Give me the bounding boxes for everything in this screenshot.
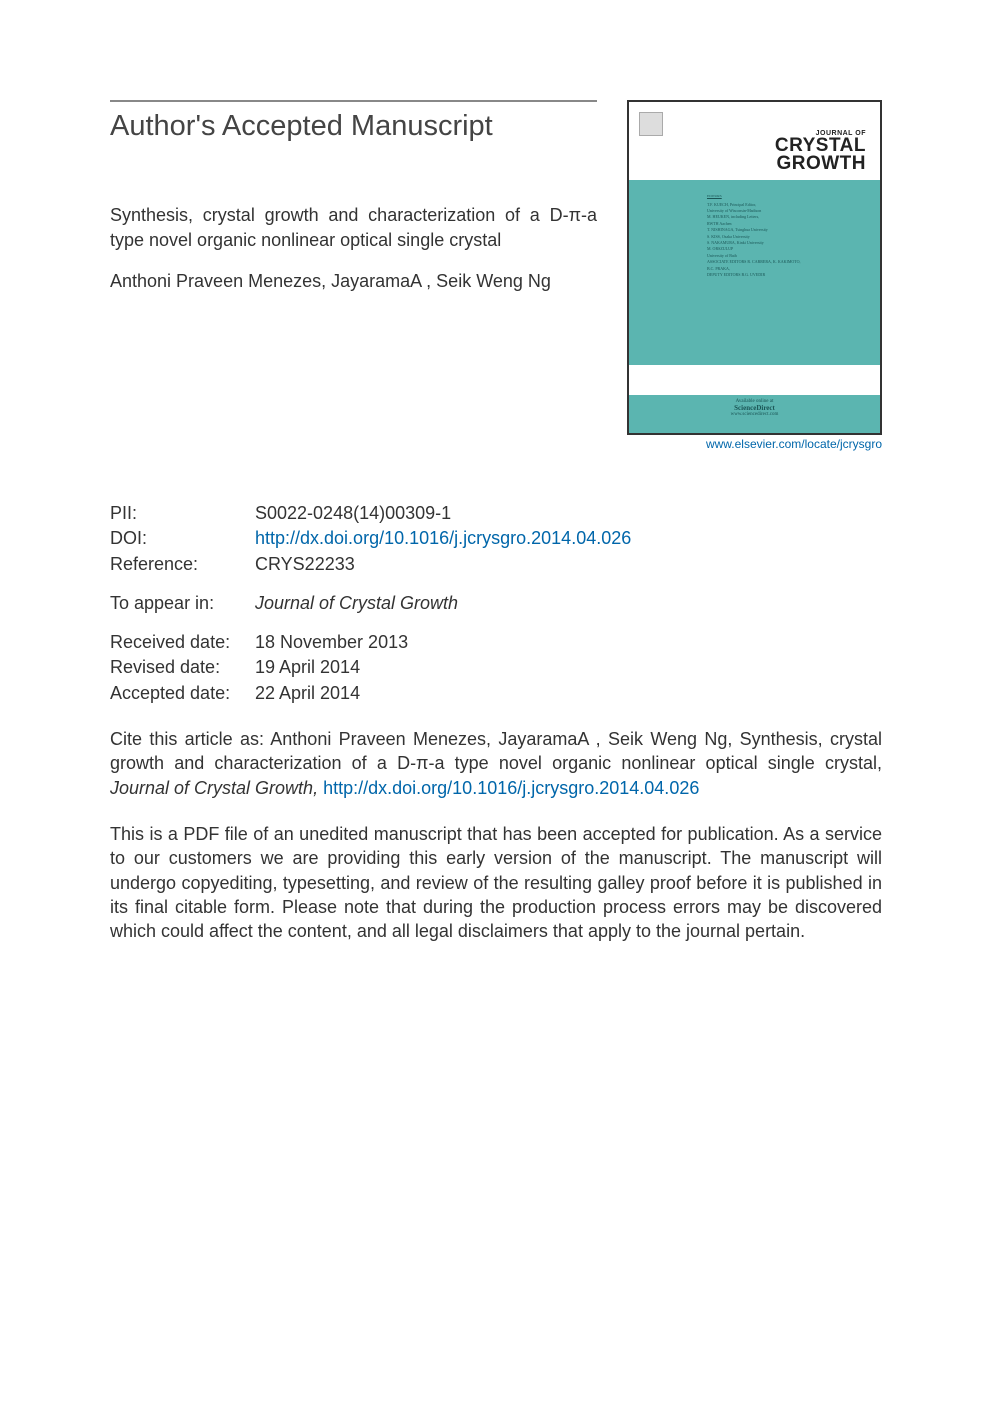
doi-value[interactable]: http://dx.doi.org/10.1016/j.jcrysgro.201… <box>255 526 882 550</box>
reference-value: CRYS22233 <box>255 552 882 576</box>
reference-label: Reference: <box>110 552 255 576</box>
pii-label: PII: <box>110 501 255 525</box>
header-row: Author's Accepted Manuscript Synthesis, … <box>110 100 882 451</box>
appear-label: To appear in: <box>110 591 255 615</box>
cover-editors-label: EDITORS <box>707 194 862 200</box>
accepted-value: 22 April 2014 <box>255 681 882 705</box>
meta-row-reference: Reference: CRYS22233 <box>110 552 882 576</box>
received-value: 18 November 2013 <box>255 630 882 654</box>
doi-label: DOI: <box>110 526 255 550</box>
article-authors: Anthoni Praveen Menezes, JayaramaA , Sei… <box>110 269 597 294</box>
received-label: Received date: <box>110 630 255 654</box>
meta-row-appear: To appear in: Journal of Crystal Growth <box>110 591 882 615</box>
cover-mid-panel: EDITORS T.F. KUECH, Principal Editor, Un… <box>629 180 880 365</box>
citation-doi-link[interactable]: http://dx.doi.org/10.1016/j.jcrysgro.201… <box>323 778 699 798</box>
meta-row-received: Received date: 18 November 2013 <box>110 630 882 654</box>
disclaimer-text: This is a PDF file of an unedited manusc… <box>110 822 882 943</box>
cover-column: JOURNAL OF CRYSTAL GROWTH EDITORS T.F. K… <box>627 100 882 451</box>
citation-journal: Journal of Crystal Growth, <box>110 778 318 798</box>
doi-link[interactable]: http://dx.doi.org/10.1016/j.jcrysgro.201… <box>255 528 631 548</box>
page-title: Author's Accepted Manuscript <box>110 110 597 143</box>
accepted-label: Accepted date: <box>110 681 255 705</box>
cover-bottom-stripe: Available online at ScienceDirect www.sc… <box>629 395 880 433</box>
journal-url-link[interactable]: www.elsevier.com/locate/jcrysgro <box>627 437 882 451</box>
title-block: Author's Accepted Manuscript <box>110 100 597 143</box>
cover-editors: EDITORS T.F. KUECH, Principal Editor, Un… <box>707 194 862 278</box>
cover-journal-name-2: GROWTH <box>775 155 866 173</box>
manuscript-page: Author's Accepted Manuscript Synthesis, … <box>0 0 992 1003</box>
metadata-block: PII: S0022-0248(14)00309-1 DOI: http://d… <box>110 501 882 705</box>
sciencedirect-logo: ScienceDirect <box>629 404 880 412</box>
citation-block: Cite this article as: Anthoni Praveen Me… <box>110 727 882 800</box>
meta-row-accepted: Accepted date: 22 April 2014 <box>110 681 882 705</box>
pii-value: S0022-0248(14)00309-1 <box>255 501 882 525</box>
revised-label: Revised date: <box>110 655 255 679</box>
elsevier-logo-icon <box>639 112 663 136</box>
revised-value: 19 April 2014 <box>255 655 882 679</box>
journal-cover: JOURNAL OF CRYSTAL GROWTH EDITORS T.F. K… <box>627 100 882 435</box>
left-column: Author's Accepted Manuscript Synthesis, … <box>110 100 627 295</box>
cover-journal-title: JOURNAL OF CRYSTAL GROWTH <box>775 130 866 173</box>
meta-row-revised: Revised date: 19 April 2014 <box>110 655 882 679</box>
meta-row-doi: DOI: http://dx.doi.org/10.1016/j.jcrysgr… <box>110 526 882 550</box>
cover-sd-url: www.sciencedirect.com <box>629 412 880 417</box>
citation-prefix: Cite this article as: Anthoni Praveen Me… <box>110 729 882 773</box>
article-title: Synthesis, crystal growth and characteri… <box>110 203 597 253</box>
appear-value: Journal of Crystal Growth <box>255 591 882 615</box>
meta-row-pii: PII: S0022-0248(14)00309-1 <box>110 501 882 525</box>
cover-editors-text: T.F. KUECH, Principal Editor, University… <box>707 202 862 279</box>
